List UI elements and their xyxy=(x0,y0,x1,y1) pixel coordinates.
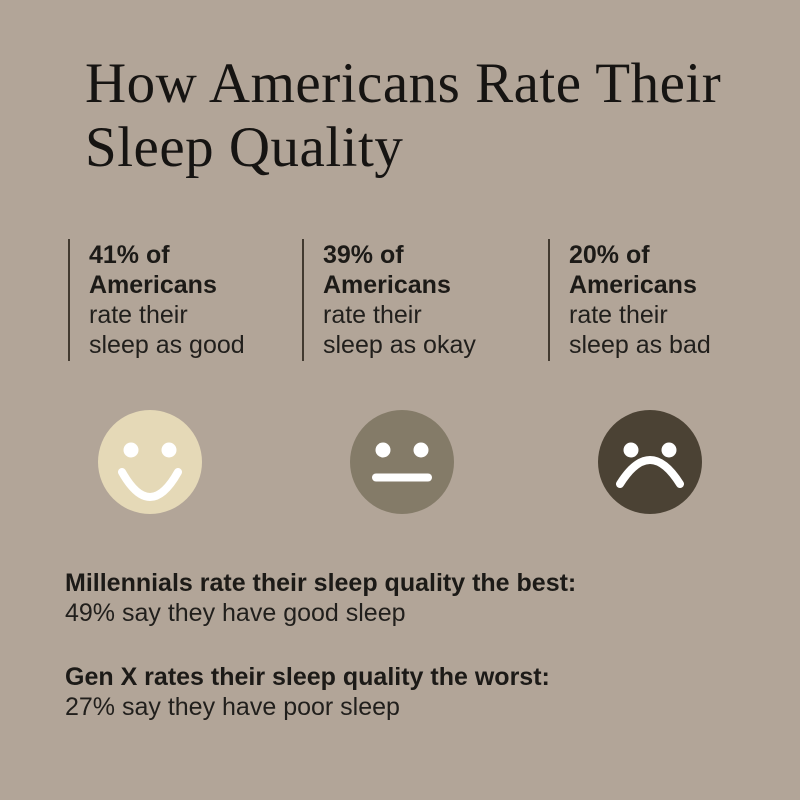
facts-section: Millennials rate their sleep quality the… xyxy=(65,568,576,722)
neutral-face-icon xyxy=(350,410,454,514)
title-line-2: Sleep Quality xyxy=(85,116,404,179)
fact-millennials-best: Millennials rate their sleep quality the… xyxy=(65,568,576,628)
stat-headline: 41% of Americans xyxy=(89,241,217,299)
stat-sleep-good: 41% of Americans rate their sleep as goo… xyxy=(68,239,302,361)
happy-face-circle xyxy=(98,410,202,514)
fact-headline: Gen X rates their sleep quality the wors… xyxy=(65,663,550,691)
fact-headline: Millennials rate their sleep quality the… xyxy=(65,569,577,597)
smile-mouth xyxy=(118,468,182,501)
happy-face-icon xyxy=(98,410,202,514)
stat-headline: 20% of Americans xyxy=(569,241,697,299)
fact-detail: 27% say they have poor sleep xyxy=(65,693,400,721)
stat-description: rate their sleep as bad xyxy=(569,301,711,359)
fact-detail: 49% say they have good sleep xyxy=(65,599,406,627)
face-eye-left xyxy=(623,442,639,458)
face-eye-right xyxy=(661,442,677,458)
stats-row: 41% of Americans rate their sleep as goo… xyxy=(68,239,770,361)
face-eye-right xyxy=(413,442,429,458)
stat-description: rate their sleep as good xyxy=(89,301,245,359)
title-line-1: How Americans Rate Their xyxy=(85,52,722,115)
stat-headline: 39% of Americans xyxy=(323,241,451,299)
fact-genx-worst: Gen X rates their sleep quality the wors… xyxy=(65,662,576,722)
stat-sleep-okay: 39% of Americans rate their sleep as oka… xyxy=(302,239,548,361)
stat-description: rate their sleep as okay xyxy=(323,301,476,359)
neutral-face-circle xyxy=(350,410,454,514)
face-eye-right xyxy=(161,442,177,458)
page-title: How Americans Rate Their Sleep Quality xyxy=(85,52,721,180)
stat-sleep-bad: 20% of Americans rate their sleep as bad xyxy=(548,239,770,361)
sad-face-icon xyxy=(598,410,702,514)
face-eye-left xyxy=(375,442,391,458)
frown-mouth xyxy=(616,456,684,488)
face-eye-left xyxy=(123,442,139,458)
